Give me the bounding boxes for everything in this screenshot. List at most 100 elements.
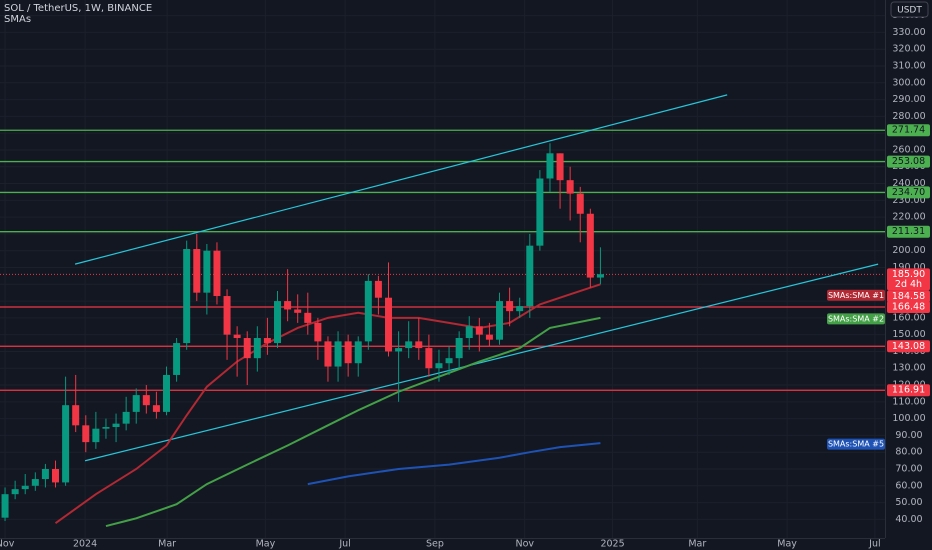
x-tick-label: May bbox=[256, 539, 276, 550]
y-tick-label: 300.00 bbox=[892, 77, 925, 88]
candle-body bbox=[193, 249, 201, 293]
price-badge-label: 271.74 bbox=[892, 125, 925, 136]
candle-body bbox=[62, 405, 70, 483]
y-tick-label: 320.00 bbox=[892, 44, 925, 55]
candle-body bbox=[445, 358, 453, 364]
last-price-badge bbox=[887, 268, 930, 291]
candle-body bbox=[364, 280, 372, 342]
candle-body bbox=[11, 489, 19, 495]
y-tick-label: 50.00 bbox=[895, 497, 922, 508]
candle-body bbox=[516, 306, 524, 312]
candle-body bbox=[385, 297, 393, 352]
candle-body bbox=[92, 428, 100, 443]
y-tick-label: 110.00 bbox=[892, 396, 925, 407]
price-badge-label: 143.08 bbox=[892, 341, 925, 352]
legend-badge bbox=[827, 438, 885, 450]
candle-body bbox=[526, 245, 534, 307]
badges: 271.74 253.08 234.70 211.31 166.48 143.08 116.… bbox=[827, 124, 930, 450]
trend-line bbox=[84, 263, 879, 462]
candle-body bbox=[82, 425, 90, 443]
candle-body bbox=[485, 334, 493, 340]
candle-body bbox=[435, 363, 443, 369]
y-tick-label: 70.00 bbox=[895, 463, 922, 474]
x-tick-label: Nov bbox=[0, 539, 15, 550]
price-badge bbox=[887, 384, 930, 397]
price-badge-label: 184.58 bbox=[892, 291, 925, 302]
sma-line bbox=[105, 316, 601, 528]
candle-body bbox=[183, 249, 191, 344]
legend-badge bbox=[827, 313, 885, 325]
candle-body bbox=[132, 395, 140, 412]
candle-body bbox=[586, 213, 594, 278]
candle-body bbox=[334, 341, 342, 367]
candle-body bbox=[173, 343, 181, 375]
price-badge-label: 116.91 bbox=[892, 385, 925, 396]
price-badge-label: 211.31 bbox=[892, 226, 925, 237]
sma-line bbox=[307, 442, 601, 486]
candle-body bbox=[21, 485, 29, 490]
candle-body bbox=[576, 193, 584, 214]
y-tick-label: 160.00 bbox=[892, 312, 925, 323]
legend-label: SMAs:SMA #2 bbox=[828, 314, 884, 323]
countdown-label: 2d 4h bbox=[895, 279, 922, 290]
candle-body bbox=[41, 468, 49, 480]
candle-body bbox=[465, 326, 473, 339]
price-badge bbox=[887, 225, 930, 238]
y-tick-label: 90.00 bbox=[895, 430, 922, 441]
price-badge-label: 166.48 bbox=[892, 301, 925, 312]
candle-body bbox=[475, 326, 483, 335]
candle-body bbox=[142, 395, 150, 406]
candle-body bbox=[52, 468, 60, 483]
price-badge bbox=[887, 186, 930, 199]
grid bbox=[0, 0, 885, 538]
candle-body bbox=[374, 280, 382, 298]
price-badge bbox=[887, 340, 930, 353]
y-tick-label: 260.00 bbox=[892, 144, 925, 155]
candle-body bbox=[536, 178, 544, 246]
candle-body bbox=[1, 494, 9, 518]
candle-body bbox=[223, 296, 231, 335]
indicator-name: SMAs bbox=[4, 14, 31, 25]
currency-badge[interactable] bbox=[890, 1, 929, 18]
candle-body bbox=[395, 348, 403, 352]
y-tick-label: 240.00 bbox=[892, 178, 925, 189]
currency-label[interactable]: USDT bbox=[897, 6, 922, 16]
candle-body bbox=[31, 479, 39, 486]
y-tick-label: 100.00 bbox=[892, 413, 925, 424]
y-tick-label: 130.00 bbox=[892, 363, 925, 374]
y-tick-label: 290.00 bbox=[892, 94, 925, 105]
y-tick-label: 230.00 bbox=[892, 195, 925, 206]
candle-body bbox=[546, 153, 554, 179]
y-tick-label: 190.00 bbox=[892, 262, 925, 273]
candle-body bbox=[163, 374, 171, 412]
x-tick-label: Nov bbox=[515, 539, 534, 550]
y-tick-label: 40.00 bbox=[895, 514, 922, 525]
candle-body bbox=[152, 405, 160, 412]
price-badge bbox=[887, 124, 930, 137]
x-tick-label: Mar bbox=[688, 539, 706, 550]
candle-body bbox=[253, 338, 261, 359]
legend-label: SMAs:SMA #1 bbox=[828, 291, 884, 300]
y-tick-label: 220.00 bbox=[892, 212, 925, 223]
candle-body bbox=[213, 250, 221, 297]
candle-body bbox=[233, 334, 241, 339]
y-tick-label: 150.00 bbox=[892, 329, 925, 340]
candle-body bbox=[122, 411, 130, 424]
x-tick-label: Mar bbox=[158, 539, 176, 550]
price-badge bbox=[887, 290, 930, 303]
y-tick-label: 310.00 bbox=[892, 60, 925, 71]
candle-body bbox=[496, 301, 504, 340]
y-tick-label: 80.00 bbox=[895, 447, 922, 458]
y-tick-label: 330.00 bbox=[892, 27, 925, 38]
candle-body bbox=[425, 348, 433, 369]
x-tick-label: Sep bbox=[426, 539, 444, 550]
candle-body bbox=[455, 338, 463, 359]
price-badge-label: 253.08 bbox=[892, 156, 925, 167]
legend-badge bbox=[827, 289, 885, 301]
candle-body bbox=[304, 312, 312, 323]
y-tick-label: 60.00 bbox=[895, 480, 922, 491]
x-tick-label: 2024 bbox=[73, 539, 97, 550]
candle-body bbox=[274, 301, 282, 344]
